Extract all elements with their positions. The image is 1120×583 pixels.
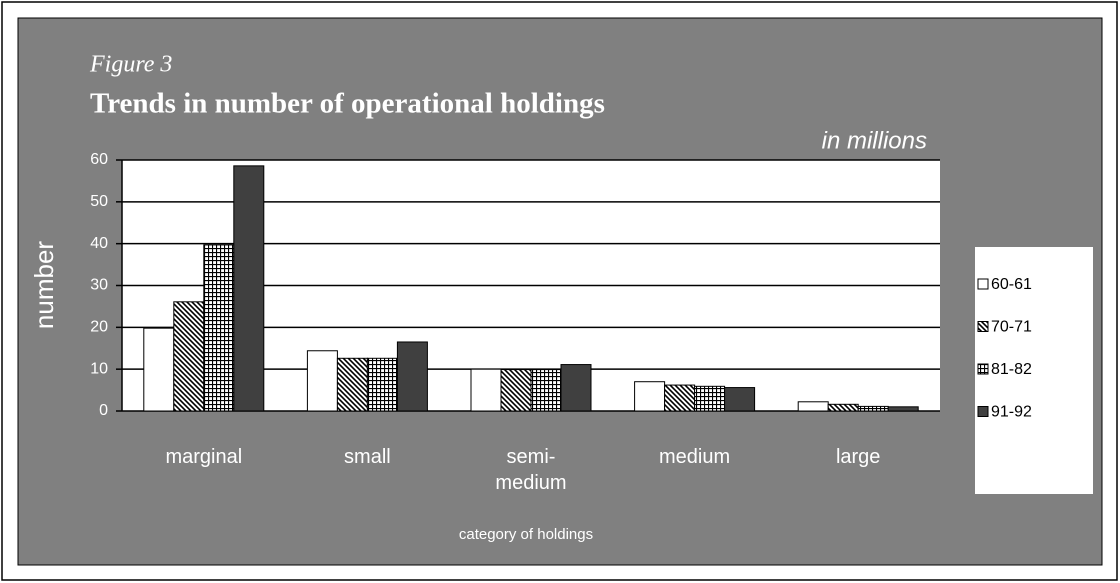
legend-swatch (977, 278, 989, 290)
y-tick-label: 40 (90, 235, 108, 252)
legend-label: 60-61 (991, 276, 1032, 293)
bar (694, 385, 726, 412)
y-tick-label: 10 (90, 360, 108, 377)
bar (396, 341, 428, 412)
bar (634, 381, 666, 412)
bar (887, 406, 919, 412)
bar (233, 165, 265, 412)
bar (143, 327, 175, 412)
bar (797, 401, 829, 412)
legend-swatch (977, 406, 989, 417)
bar (827, 403, 859, 412)
y-tick-label: 60 (90, 151, 108, 168)
legend-swatch (977, 363, 989, 375)
y-tick-label: 50 (90, 193, 108, 210)
x-axis-title: category of holdings (459, 526, 593, 543)
y-tick-label: 30 (90, 277, 108, 294)
bar (470, 368, 502, 412)
legend-label: 70-71 (991, 319, 1032, 336)
x-tick-label: medium (659, 446, 731, 468)
bar (500, 369, 532, 412)
legend-swatch (977, 321, 989, 332)
x-tick-label: small (344, 446, 391, 468)
x-tick-label: marginal (165, 446, 243, 468)
y-axis-title: number (29, 241, 59, 329)
bar (366, 357, 398, 412)
legend-box (975, 247, 1093, 494)
bar (173, 301, 205, 412)
bar (306, 350, 338, 412)
bar (203, 244, 235, 412)
y-tick-label: 0 (99, 402, 108, 419)
bar (530, 369, 562, 412)
bar (560, 364, 592, 412)
x-tick-label: semi-medium (495, 446, 567, 494)
chart-subtitle: Figure 3 (89, 52, 172, 78)
y-tick-label: 20 (90, 319, 108, 336)
bar (336, 357, 368, 412)
legend-label: 81-82 (991, 361, 1032, 378)
bar (724, 387, 756, 412)
chart-title: Trends in number of operational holdings (90, 88, 605, 120)
legend-label: 91-92 (991, 404, 1032, 421)
bar (664, 384, 696, 412)
unit-note: in millions (822, 127, 927, 154)
bar (857, 405, 889, 412)
x-tick-label: large (835, 446, 881, 468)
